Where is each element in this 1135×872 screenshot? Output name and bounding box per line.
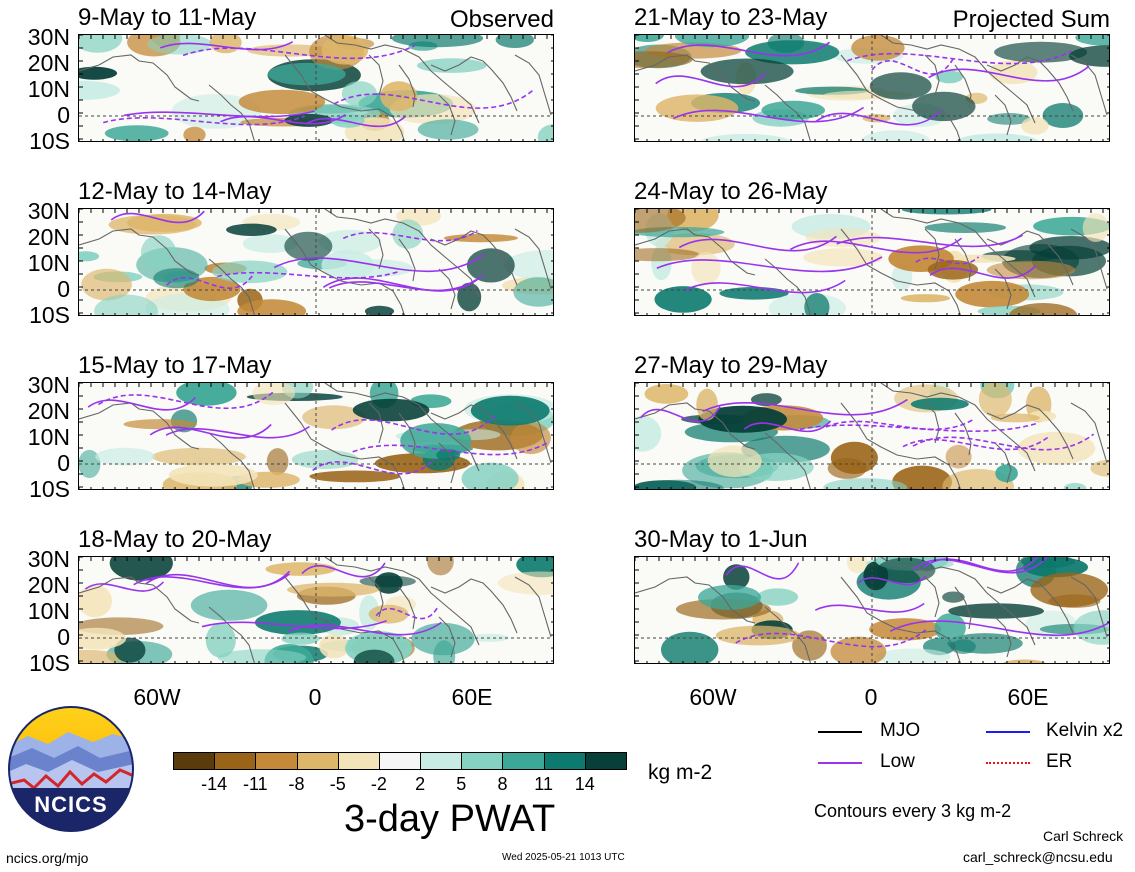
panel-title-right-1: 21-May to 23-May [634, 4, 828, 31]
lat-label: 0 [57, 276, 70, 302]
legend-label-kelvin: Kelvin x2 [1046, 720, 1124, 741]
lat-label: 20N [27, 50, 70, 76]
panel-title-right-2: 24-May to 26-May [634, 178, 828, 205]
lon-label-60w-left: 60W [133, 684, 181, 710]
lat-label: 20N [27, 224, 70, 250]
colorbar-tick-label: 11 [534, 774, 553, 794]
panel-title-left-4: 18-May to 20-May [78, 526, 272, 553]
panel-title-right-4: 30-May to 1-Jun [634, 526, 808, 553]
colorbar-cell [214, 752, 257, 770]
map-panel [634, 556, 1110, 664]
colorbar-cell [296, 752, 339, 770]
lat-label: 30N [27, 546, 70, 572]
footer-email: carl_schreck@ncsu.edu [963, 849, 1113, 865]
logo-text: NCICS [34, 792, 107, 817]
map-panel [634, 208, 1110, 316]
map-panel [78, 208, 554, 316]
colorbar-tick-label: -2 [370, 774, 387, 794]
colorbar-cell [461, 752, 504, 770]
colorbar-tick-label: 2 [415, 774, 426, 794]
lat-label: 10N [27, 76, 70, 102]
lat-label: 10S [29, 302, 70, 328]
panel-title-left-1: 9-May to 11-May [78, 4, 257, 31]
lat-label: 10N [27, 250, 70, 276]
colorbar-units: kg m-2 [648, 761, 713, 784]
contours-note: Contours every 3 kg m-2 [814, 801, 1012, 821]
lon-label-0-left: 0 [308, 684, 322, 710]
lat-label: 0 [57, 102, 70, 128]
lat-label: 10N [27, 598, 70, 624]
lat-label: 10S [29, 476, 70, 502]
colorbar-ticks: -14 -11 -8 -5 -2 2 5 8 11 14 [173, 775, 626, 797]
panel-title-right-3: 27-May to 29-May [634, 352, 828, 379]
colorbar-cell [502, 752, 545, 770]
panel-title-left-3: 15-May to 17-May [78, 352, 272, 379]
lat-label: 30N [27, 372, 70, 398]
map-panel [78, 382, 554, 490]
colorbar-cell [378, 752, 422, 770]
lat-label: 0 [57, 450, 70, 476]
panel-tag-projected: Projected Sum [952, 6, 1110, 33]
ncics-logo: NCICS [8, 706, 134, 832]
colorbar-cell [337, 752, 380, 770]
colorbar-tick-label: 14 [574, 774, 595, 794]
map-panel [78, 556, 554, 664]
colorbar-tick-label: 5 [456, 774, 467, 794]
legend-line-low [818, 762, 862, 764]
legend-line-kelvin [986, 731, 1030, 733]
colorbar [173, 752, 627, 772]
colorbar-tick-label: -5 [329, 774, 346, 794]
colorbar-tick-label: -11 [243, 774, 268, 794]
lon-label-60e-right: 60E [1007, 684, 1049, 710]
lon-label-60e-left: 60E [451, 684, 493, 710]
legend-label-low: Low [880, 751, 915, 772]
colorbar-title: 3-day PWAT [344, 798, 556, 840]
colorbar-tick-label: -8 [288, 774, 305, 794]
lat-label: 0 [57, 624, 70, 650]
map-panel [78, 34, 554, 142]
colorbar-cell [584, 752, 627, 770]
colorbar-tick-label: -14 [201, 774, 228, 794]
legend-label-mjo: MJO [880, 720, 921, 741]
colorbar-tick-label: 8 [497, 774, 508, 794]
lat-label: 30N [27, 24, 70, 50]
footer-timestamp: Wed 2025-05-21 1013 UTC [502, 852, 625, 863]
lat-label: 20N [27, 398, 70, 424]
lon-label-60w-right: 60W [689, 684, 737, 710]
lat-label: 20N [27, 572, 70, 598]
lat-label: 10S [29, 128, 70, 154]
colorbar-cell [255, 752, 298, 770]
lat-label: 10S [29, 650, 70, 676]
colorbar-cell [173, 752, 216, 770]
map-panel [634, 382, 1110, 490]
map-panel [634, 34, 1110, 142]
legend-label-er: ER [1046, 751, 1073, 772]
lat-label: 30N [27, 198, 70, 224]
colorbar-cell [543, 752, 586, 770]
lon-label-0-right: 0 [864, 684, 878, 710]
legend-line-er [986, 762, 1030, 764]
footer-url: ncics.org/mjo [6, 850, 89, 866]
lat-label: 10N [27, 424, 70, 450]
panel-tag-observed: Observed [449, 6, 554, 33]
colorbar-cell [420, 752, 463, 770]
footer-author: Carl Schreck [1043, 828, 1124, 844]
legend-line-mjo [818, 731, 862, 733]
panel-title-left-2: 12-May to 14-May [78, 178, 272, 205]
